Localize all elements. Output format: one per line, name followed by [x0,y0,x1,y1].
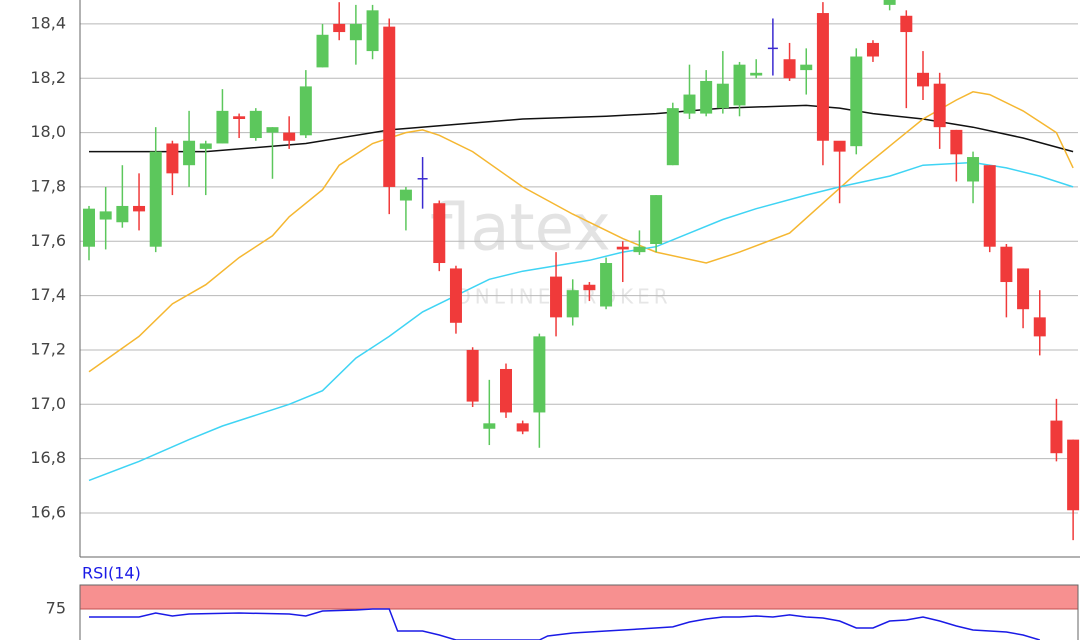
candle-body [816,13,829,141]
candle-body [233,116,246,120]
candle-body [666,108,679,166]
candle-body [900,15,913,33]
candle-body [83,208,95,247]
candle-body [650,195,663,244]
line-series [88,161,1074,482]
y-tick-label: 75 [46,598,66,617]
line-series [88,91,1074,373]
candle-body [883,0,896,5]
candle-body [616,246,629,250]
y-tick-label: 18,2 [30,68,66,87]
candle-body [716,83,729,109]
candle-body [333,23,346,33]
candle-body [583,284,596,291]
y-tick-label: 17,6 [30,231,66,250]
candle-body [466,349,479,402]
candle-body [249,110,262,139]
candle-body [483,423,496,429]
y-tick-label: 17,8 [30,176,66,195]
candle-body [933,83,946,128]
candle-body [983,165,996,247]
rsi-title: RSI(14) [82,564,141,583]
candle-body [299,86,312,136]
y-tick-label: 17,4 [30,285,66,304]
candle-body [183,140,196,166]
candle-body [950,129,963,155]
candle-body [216,110,229,144]
y-tick-label: 17,2 [30,339,66,358]
candle-body [1050,420,1063,454]
candle-body [99,211,112,220]
candle-body [1033,317,1046,337]
candle-body [349,23,362,41]
candle-body [399,189,412,201]
candle-body [550,276,563,318]
candle-body [917,72,929,87]
candle-body [366,10,379,52]
candle-body [383,26,396,187]
candle-body [783,59,796,79]
candle-body [833,140,846,152]
candle-body [733,64,746,106]
candle-body [866,42,879,57]
candle-body [266,127,279,133]
panel-frame [79,584,1079,640]
candle-body [133,205,146,212]
overbought-band [80,585,1078,609]
y-tick-label: 18,0 [30,122,66,141]
candle-body [633,246,646,253]
line-series [89,104,1074,153]
candle-body [683,94,696,114]
y-tick-label: 16,8 [30,448,66,467]
candle-body [149,151,162,247]
candle-body [1017,268,1030,310]
candle-body [800,64,813,71]
watermark-sub: ONLINE BROKER [455,285,672,309]
candle-body [199,143,212,149]
watermark: flatex [430,192,611,266]
candle-body [433,203,446,264]
y-tick-label: 17,0 [30,394,66,413]
candle-body [449,268,462,323]
candle-body [700,80,713,114]
candle-body [533,336,546,413]
candle-body [850,56,863,147]
candle-body [566,290,579,318]
candle-body [500,368,512,413]
candle-body [1067,439,1080,511]
candle-body [1000,246,1013,283]
y-tick-label: 16,6 [30,502,66,521]
candle-body [750,72,763,76]
line-series [89,608,1041,640]
candle-body [516,423,529,432]
candle-body [116,205,129,223]
candle-body [600,263,613,307]
candle-body [166,143,179,174]
candle-body [967,157,980,182]
candle-body [316,34,329,68]
candle-body [283,132,296,141]
y-tick-label: 18,4 [30,13,66,32]
